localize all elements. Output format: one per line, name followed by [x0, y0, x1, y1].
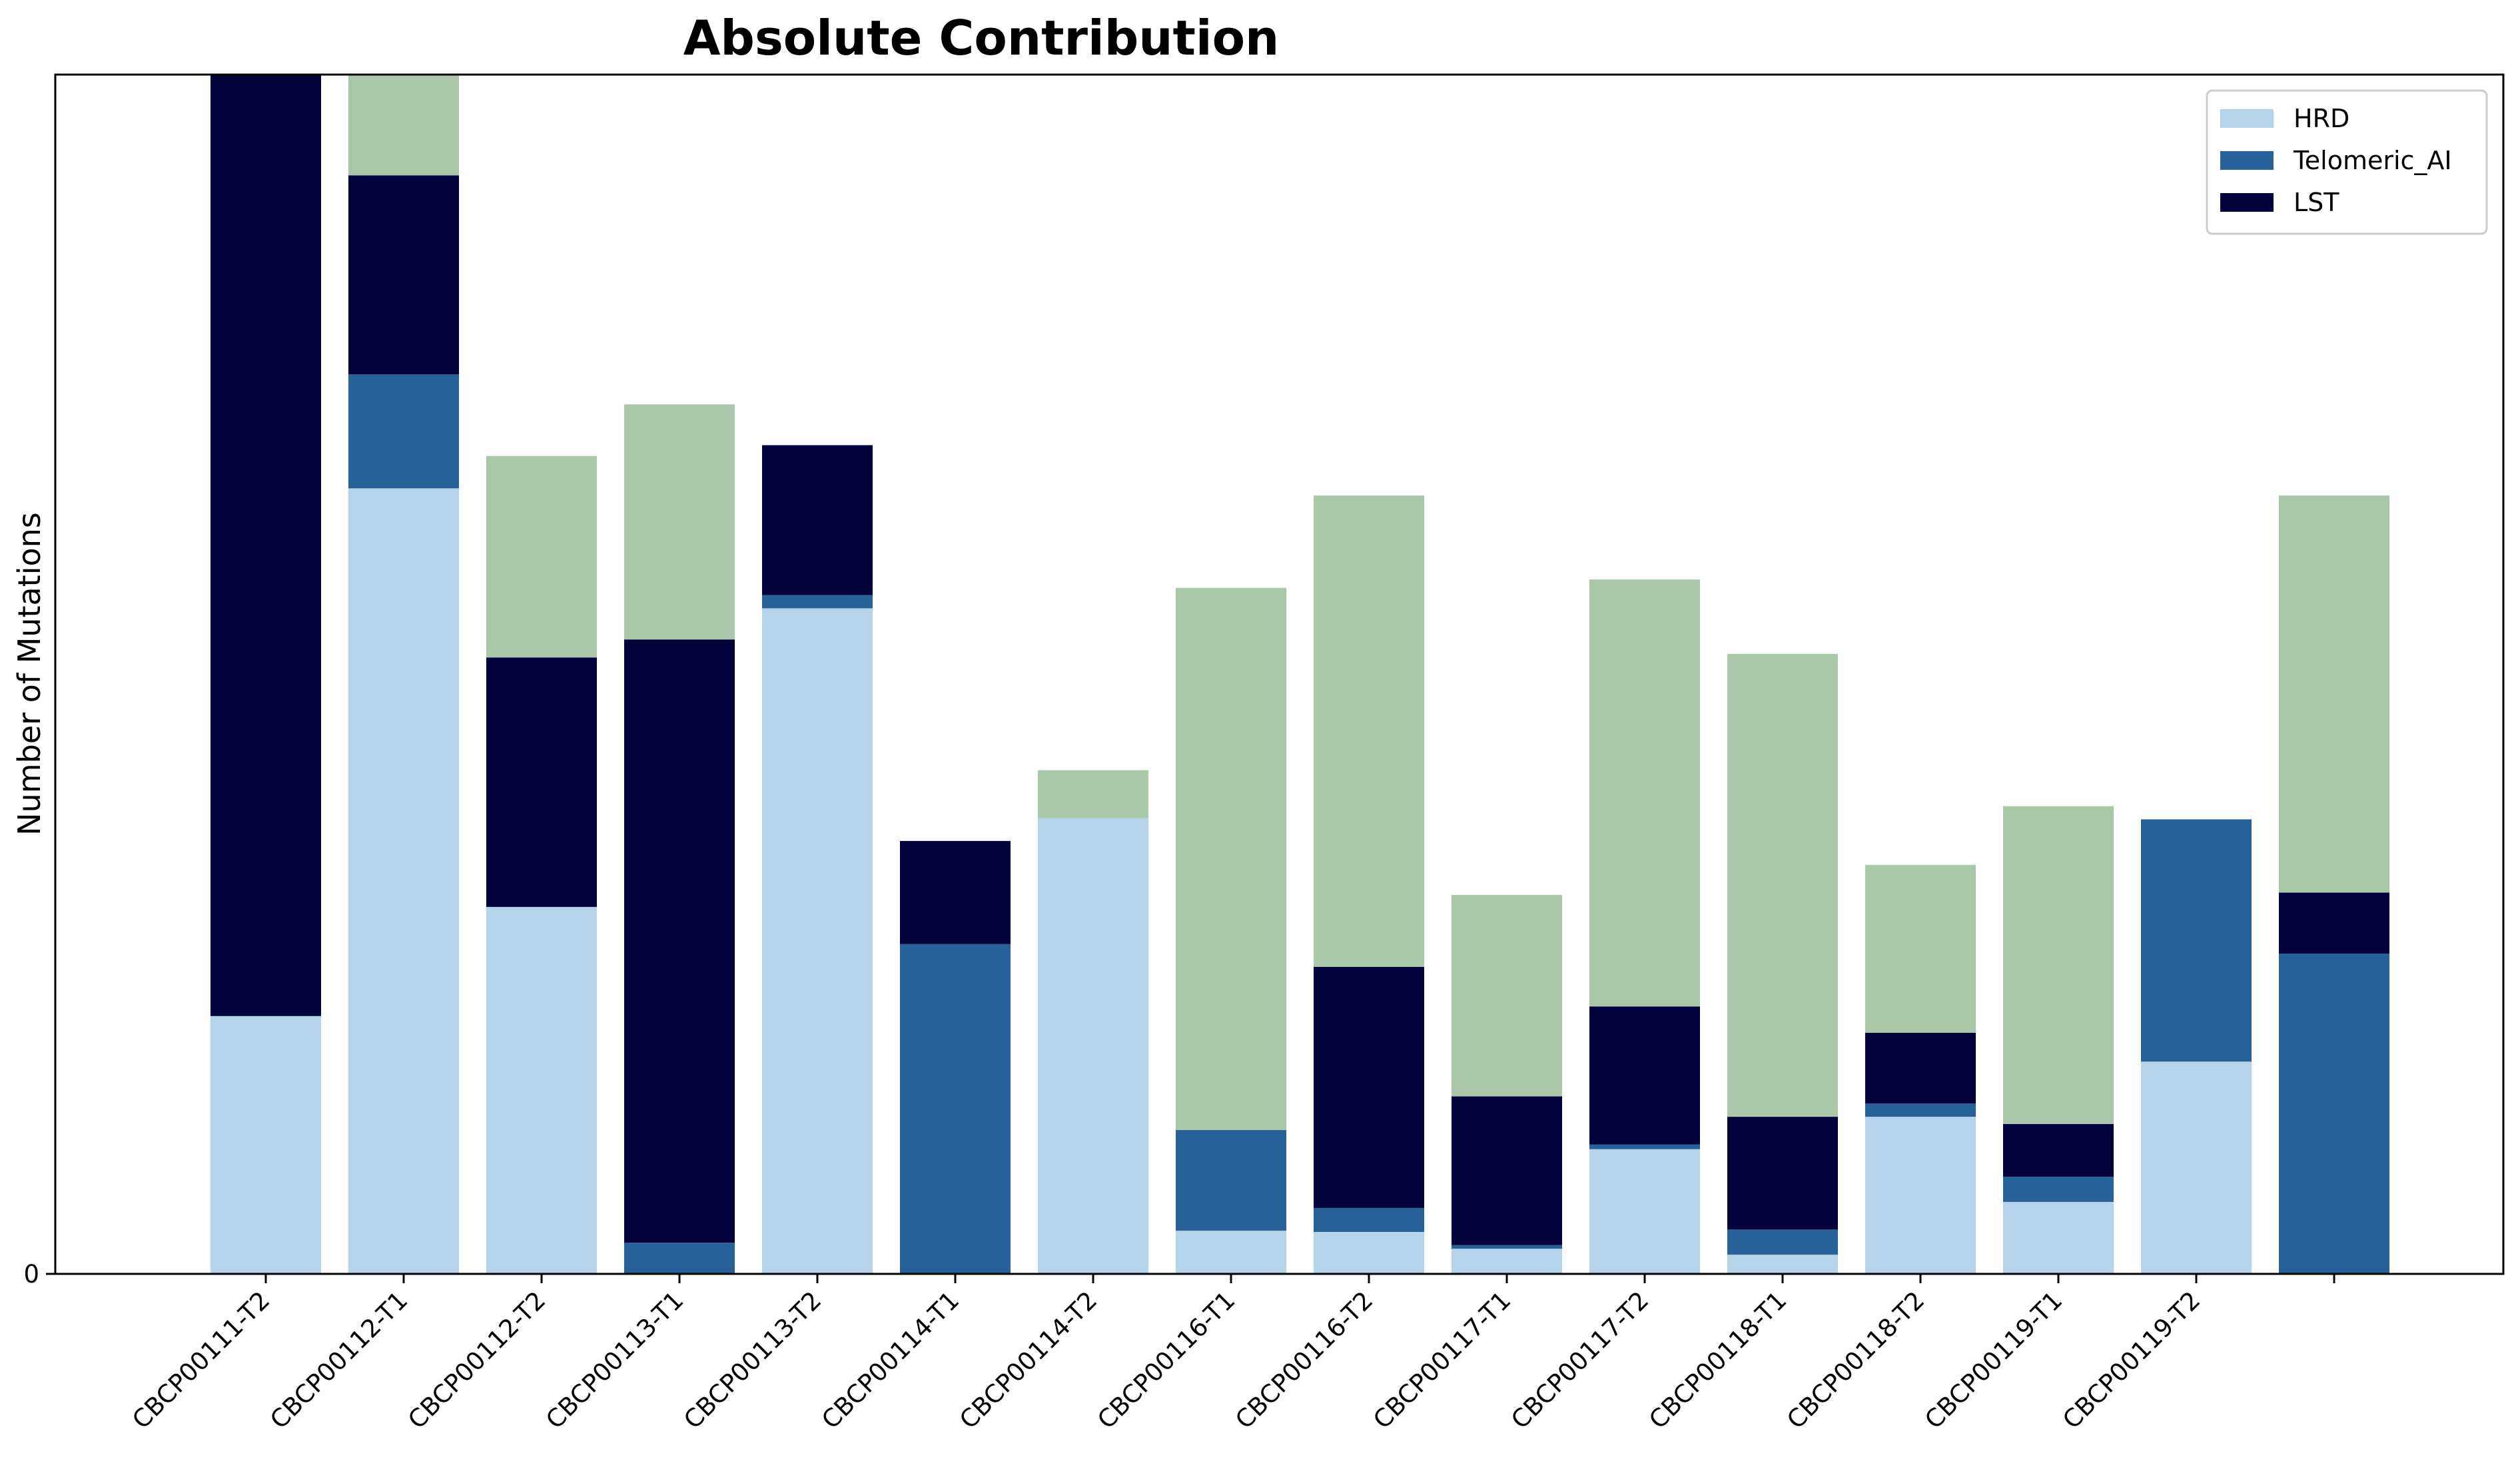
- bar-series-4-7: [1038, 770, 1148, 818]
- bar-hrd-1: [210, 1016, 321, 1274]
- bar-lst-12: [1727, 1117, 1838, 1230]
- y-tick-label-1: 0: [23, 1260, 39, 1289]
- bar-telomeric-ai-16: [2279, 954, 2389, 1274]
- bar-telomeric-ai-4: [624, 1243, 735, 1274]
- bar-telomeric-ai-9: [1314, 1207, 1424, 1232]
- legend-swatch-lst: [2220, 193, 2274, 212]
- bar-series-4-11: [1589, 579, 1700, 1007]
- bar-series-4-10: [1452, 894, 1562, 1097]
- plot-area-frame: [54, 73, 2505, 1275]
- bar-hrd-9: [1314, 1231, 1424, 1274]
- bar-lst-9: [1314, 966, 1424, 1208]
- bar-hrd-3: [486, 906, 597, 1274]
- y-axis-label: Number of Mutations: [11, 512, 47, 836]
- bar-lst-13: [1865, 1032, 1976, 1104]
- bar-lst-5: [762, 445, 873, 595]
- bar-telomeric-ai-8: [1176, 1129, 1286, 1231]
- bar-series-4-9: [1314, 495, 1424, 967]
- bar-telomeric-ai-2: [348, 374, 459, 489]
- bar-hrd-12: [1727, 1255, 1838, 1274]
- legend-swatch-telomeric-ai: [2220, 151, 2274, 170]
- bar-lst-11: [1589, 1006, 1700, 1145]
- bar-hrd-5: [762, 608, 873, 1274]
- bar-lst-1: [210, 75, 321, 1016]
- legend-label-hrd: HRD: [2294, 104, 2349, 133]
- bar-hrd-11: [1589, 1149, 1700, 1274]
- bar-hrd-7: [1038, 818, 1148, 1274]
- bar-lst-2: [348, 175, 459, 375]
- bar-series-4-12: [1727, 653, 1838, 1117]
- bar-series-4-2: [348, 75, 459, 176]
- legend-label-lst: LST: [2294, 188, 2339, 217]
- bar-lst-3: [486, 657, 597, 907]
- bar-telomeric-ai-6: [900, 944, 1011, 1274]
- bar-hrd-8: [1176, 1231, 1286, 1274]
- bar-telomeric-ai-11: [1589, 1144, 1700, 1149]
- legend-swatch-hrd: [2220, 109, 2274, 128]
- bar-hrd-14: [2003, 1201, 2114, 1274]
- bar-lst-10: [1452, 1096, 1562, 1245]
- bar-telomeric-ai-15: [2141, 819, 2252, 1062]
- bar-hrd-15: [2141, 1061, 2252, 1274]
- bar-series-4-3: [486, 455, 597, 658]
- legend-label-telomeric-ai: Telomeric_AI: [2293, 146, 2452, 175]
- bar-telomeric-ai-10: [1452, 1245, 1562, 1249]
- bar-series-4-14: [2003, 806, 2114, 1124]
- bar-series-4-16: [2279, 495, 2389, 893]
- bar-telomeric-ai-13: [1865, 1103, 1976, 1117]
- bar-series-4-8: [1176, 587, 1286, 1130]
- bar-telomeric-ai-14: [2003, 1177, 2114, 1202]
- bar-series-4-4: [624, 404, 735, 640]
- chart-title: Absolute Contribution: [683, 10, 1280, 66]
- bar-telomeric-ai-5: [762, 595, 873, 609]
- bar-hrd-10: [1452, 1249, 1562, 1274]
- bar-lst-6: [900, 840, 1011, 944]
- bar-lst-4: [624, 639, 735, 1243]
- bar-lst-14: [2003, 1123, 2114, 1177]
- bar-lst-16: [2279, 892, 2389, 954]
- bar-hrd-2: [348, 488, 459, 1274]
- y-axis: 0: [23, 1260, 55, 1289]
- bars-group: [210, 75, 2389, 1274]
- bar-series-4-13: [1865, 864, 1976, 1033]
- bar-hrd-13: [1865, 1117, 1976, 1274]
- bar-telomeric-ai-12: [1727, 1229, 1838, 1255]
- legend-box: [2206, 89, 2488, 235]
- legend: HRD Telomeric_AI LST: [2206, 89, 2488, 235]
